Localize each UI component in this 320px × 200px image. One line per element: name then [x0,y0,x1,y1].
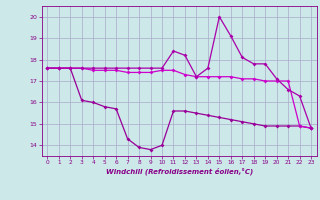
X-axis label: Windchill (Refroidissement éolien,°C): Windchill (Refroidissement éolien,°C) [106,168,253,175]
